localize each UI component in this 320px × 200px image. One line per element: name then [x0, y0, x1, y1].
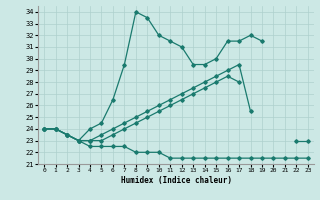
X-axis label: Humidex (Indice chaleur): Humidex (Indice chaleur)	[121, 176, 231, 185]
